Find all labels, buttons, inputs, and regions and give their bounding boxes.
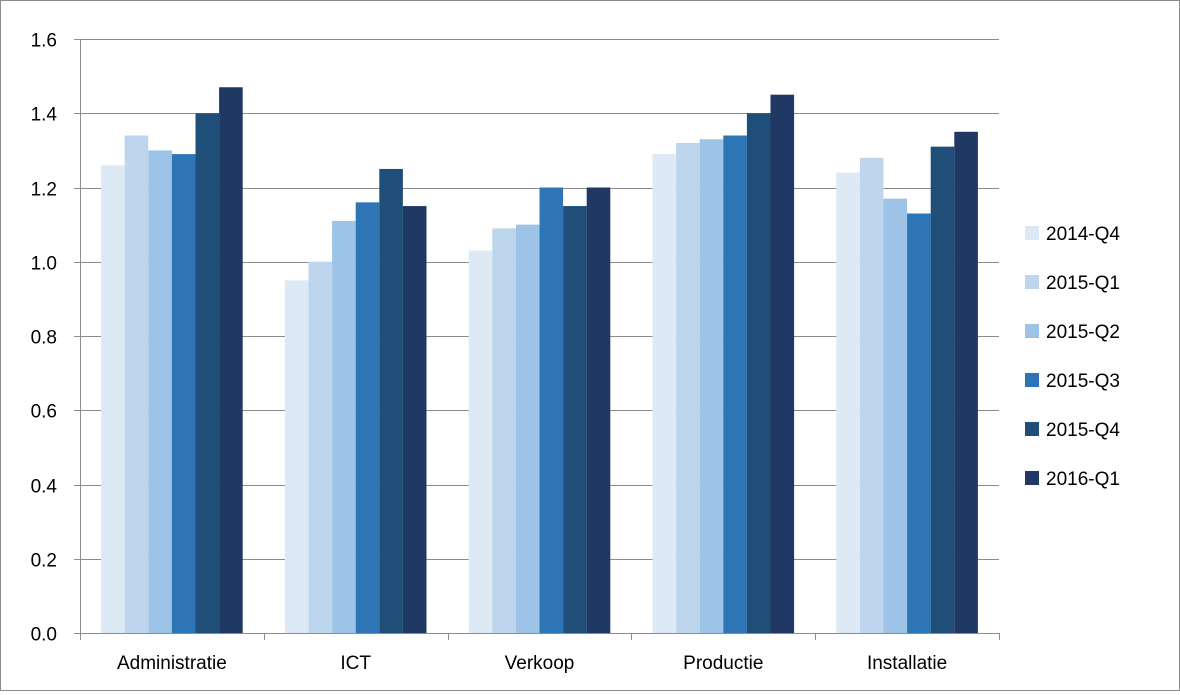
legend-swatch: [1025, 226, 1039, 240]
legend-swatch: [1025, 324, 1039, 338]
bar-2015-q2-ict: [332, 220, 356, 633]
bar-2015-q1-productie: [676, 142, 700, 633]
bar-2016-q1-administratie: [219, 87, 243, 633]
legend-label: 2015-Q4: [1046, 420, 1120, 441]
bar-2015-q4-installatie: [930, 146, 955, 633]
bar-2015-q2-verkoop: [515, 224, 540, 634]
y-tick-labels: 0.0 0.2 0.4 0.6 0.8 1.0 1.2 1.4 1.6: [31, 31, 58, 646]
bar-2015-q1-administratie: [124, 135, 149, 633]
x-tick-labels: Administratie ICT Verkoop Productie Installa…: [117, 653, 947, 674]
bar-2014-q4-installatie: [836, 172, 860, 633]
bar-2015-q4-productie: [746, 113, 771, 633]
y-tick-label: 0.8: [31, 328, 57, 349]
bar-2015-q4-ict: [379, 168, 403, 633]
y-tick-label: 0.0: [31, 625, 57, 646]
bar-2015-q3-ict: [355, 202, 380, 633]
bar-2014-q4-administratie: [101, 165, 125, 634]
y-tick-label: 0.6: [31, 402, 57, 423]
bar-2014-q4-ict: [284, 280, 309, 633]
y-tick-label: 1.0: [31, 254, 57, 275]
bar-2015-q2-installatie: [883, 198, 908, 633]
bar-2016-q1-verkoop: [586, 187, 611, 633]
axes: [80, 39, 1000, 640]
bar-2015-q2-administratie: [148, 150, 172, 634]
legend: 2014-Q4 2015-Q1 2015-Q2 2015-Q3 2015-Q4 2016-…: [1025, 224, 1120, 490]
bar-2016-q1-productie: [770, 94, 795, 633]
bar-2015-q4-administratie: [195, 113, 220, 633]
legend-label: 2016-Q1: [1046, 469, 1120, 490]
legend-swatch: [1025, 471, 1039, 485]
bar-2015-q4-verkoop: [563, 206, 587, 633]
bar-2015-q3-administratie: [171, 154, 196, 633]
x-tick-label: Productie: [683, 653, 763, 674]
x-tick-label: Verkoop: [505, 653, 575, 674]
legend-label: 2014-Q4: [1046, 224, 1120, 245]
x-tick-label: Administratie: [117, 653, 227, 674]
legend-swatch: [1025, 373, 1039, 387]
bar-2015-q3-productie: [723, 135, 747, 633]
y-tick-label: 0.2: [31, 551, 57, 572]
bars: [101, 87, 978, 634]
bar-2015-q1-installatie: [859, 157, 884, 634]
y-tick-label: 1.4: [31, 105, 58, 126]
legend-label: 2015-Q3: [1046, 371, 1120, 392]
legend-swatch: [1025, 422, 1039, 436]
bar-2015-q1-ict: [308, 261, 333, 633]
y-tick-label: 1.6: [31, 31, 57, 52]
legend-swatch: [1025, 275, 1039, 289]
x-tick-label: ICT: [340, 653, 371, 674]
bar-2014-q4-verkoop: [468, 250, 493, 634]
y-tick-label: 0.4: [31, 477, 58, 498]
bar-2014-q4-productie: [652, 154, 677, 633]
bar-2016-q1-installatie: [954, 131, 978, 633]
bar-2015-q3-verkoop: [539, 187, 564, 633]
y-tick-label: 1.2: [31, 180, 57, 201]
legend-label: 2015-Q1: [1046, 273, 1120, 294]
bar-2016-q1-ict: [402, 206, 427, 633]
bar-2015-q3-installatie: [907, 213, 931, 634]
x-tick-label: Installatie: [867, 653, 947, 674]
legend-label: 2015-Q2: [1046, 322, 1120, 343]
bar-2015-q1-verkoop: [492, 228, 516, 633]
bar-2015-q2-productie: [699, 139, 724, 634]
